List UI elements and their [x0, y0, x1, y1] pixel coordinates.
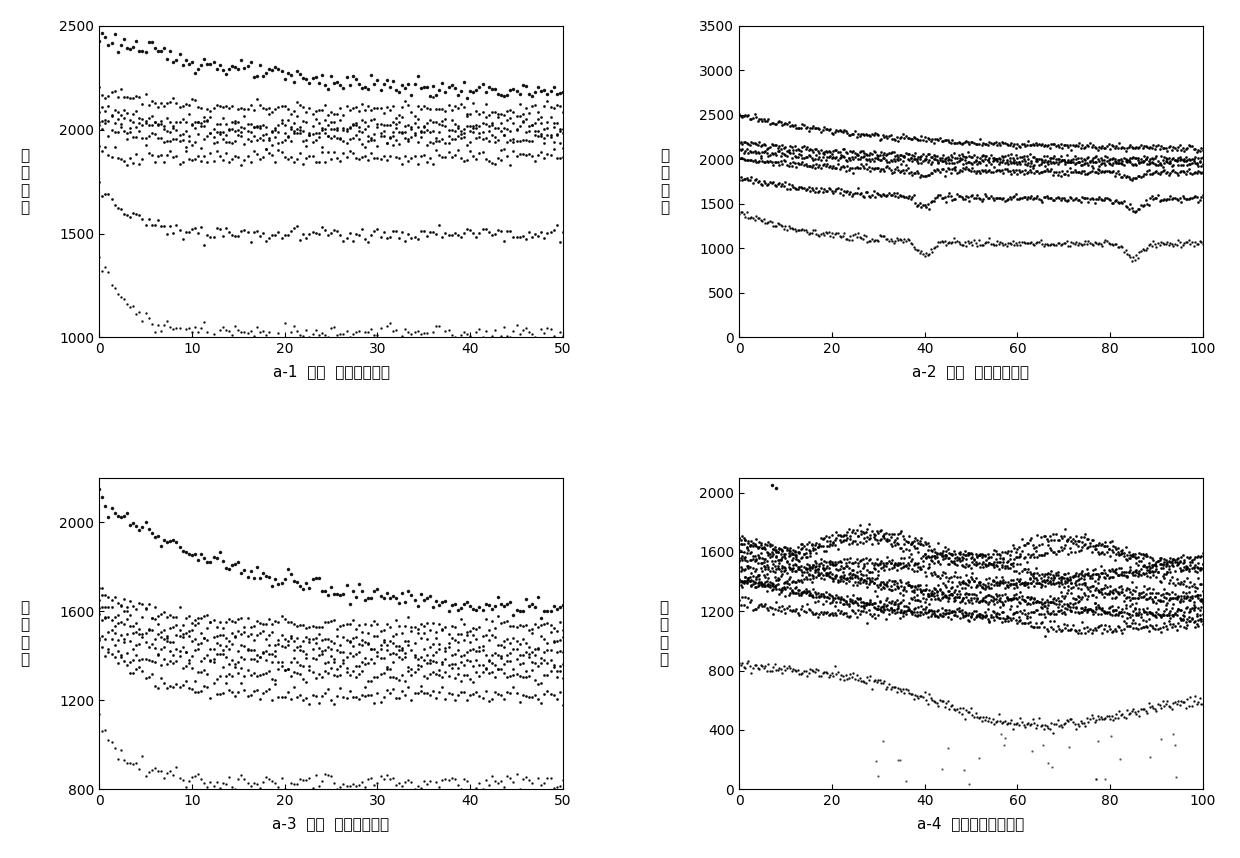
X-axis label: a-4  算例四、迭代次数: a-4 算例四、迭代次数: [918, 817, 1024, 831]
X-axis label: a-1  算例  一、迭代次数: a-1 算例 一、迭代次数: [273, 365, 389, 379]
Y-axis label: 负
载
电
压: 负 载 电 压: [660, 600, 668, 668]
X-axis label: a-3  算例  三、迭代次数: a-3 算例 三、迭代次数: [273, 817, 389, 831]
Y-axis label: 负
载
电
压: 负 载 电 压: [20, 148, 29, 215]
Y-axis label: 负
载
电
压: 负 载 电 压: [660, 148, 668, 215]
Y-axis label: 负
载
电
压: 负 载 电 压: [20, 600, 29, 668]
X-axis label: a-2  算例  二、迭代次数: a-2 算例 二、迭代次数: [913, 365, 1029, 379]
